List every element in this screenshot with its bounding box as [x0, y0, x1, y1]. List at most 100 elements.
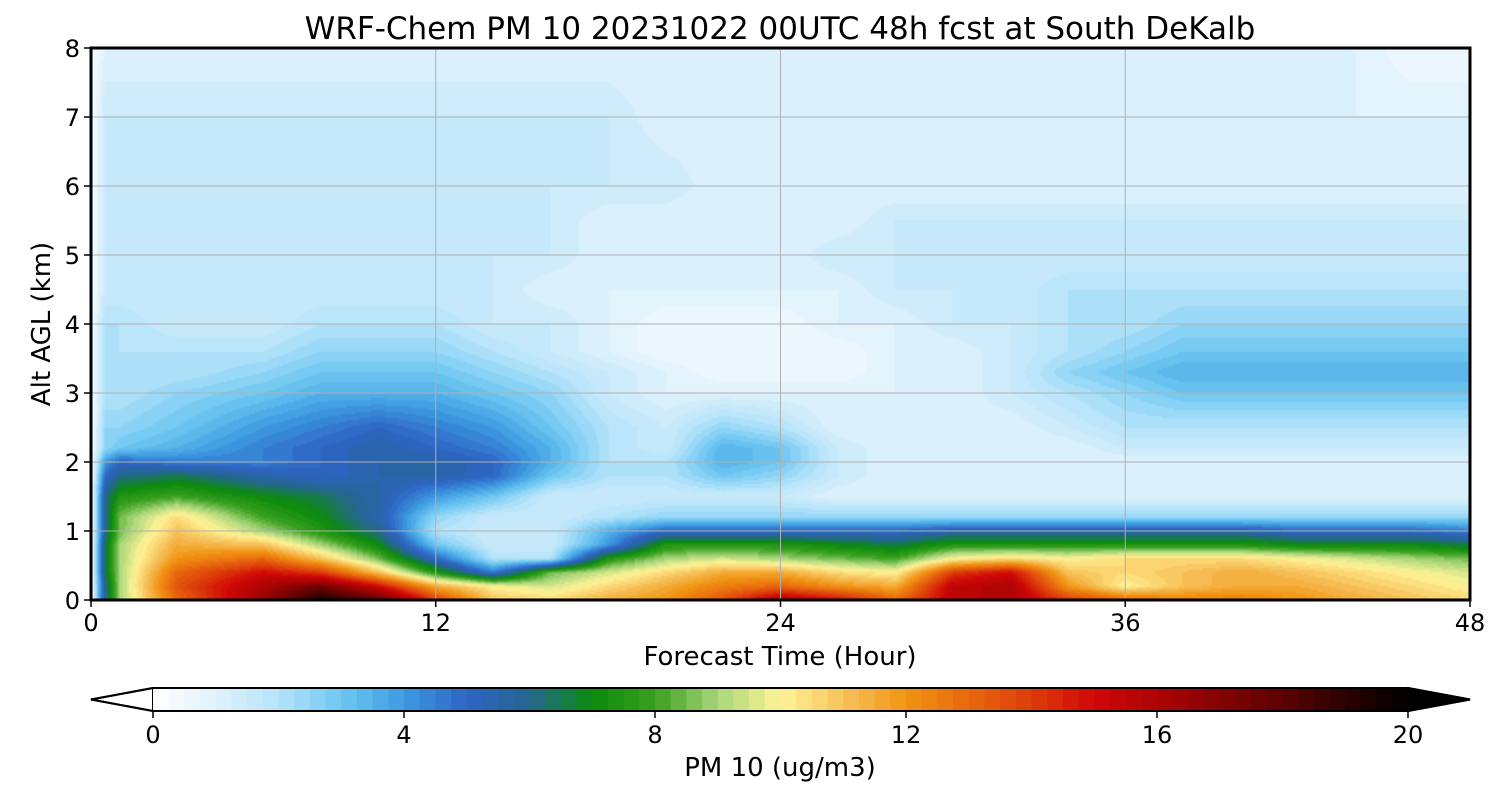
- y-axis: 0 1 2 3 4 5 6 7 8: [65, 35, 91, 615]
- y-tick-label: 1: [65, 518, 80, 546]
- colorbar-step: [1392, 688, 1409, 711]
- colorbar-step: [372, 688, 389, 711]
- colorbar-step: [513, 688, 531, 711]
- colorbar-tick-label: 4: [396, 721, 411, 749]
- colorbar-step: [1157, 688, 1174, 711]
- colorbar-step: [655, 688, 672, 711]
- y-tick-label: 6: [65, 173, 80, 201]
- x-tick-label: 0: [83, 609, 98, 637]
- colorbar-step: [717, 688, 735, 711]
- colorbar-step: [262, 688, 280, 711]
- colorbar-under-arrow: [90, 686, 154, 713]
- colorbar-step: [576, 688, 593, 711]
- colorbar-step: [749, 688, 766, 711]
- colorbar-step: [1298, 688, 1315, 711]
- colorbar-step: [1313, 688, 1331, 711]
- colorbar-step: [1015, 688, 1033, 711]
- colorbar-tick-label: 16: [1142, 721, 1173, 749]
- colorbar-step: [247, 688, 264, 711]
- colorbar-step: [168, 688, 185, 711]
- colorbar-step: [498, 688, 515, 711]
- colorbar-step: [874, 688, 891, 711]
- colorbar-step: [1219, 688, 1237, 711]
- colorbar-step: [482, 688, 499, 711]
- colorbar-step: [1266, 688, 1284, 711]
- colorbar-step: [1329, 688, 1346, 711]
- colorbar-step: [1251, 688, 1268, 711]
- colorbar-step: [1031, 688, 1048, 711]
- colorbar-over-arrow: [1407, 686, 1471, 713]
- x-axis: 0 12 24 36 48: [83, 600, 1485, 637]
- colorbar-tick-label: 12: [891, 721, 922, 749]
- colorbar-step: [325, 688, 342, 711]
- colorbar-tick-label: 0: [145, 721, 160, 749]
- colorbar-step: [1062, 688, 1080, 711]
- colorbar-step: [1345, 688, 1362, 711]
- colorbar-step: [984, 688, 1001, 711]
- colorbar-step: [231, 688, 248, 711]
- colorbar-step: [733, 688, 750, 711]
- colorbar-step: [341, 688, 358, 711]
- colorbar-step: [670, 688, 687, 711]
- colorbar-step: [921, 688, 938, 711]
- y-tick-label: 5: [65, 242, 80, 270]
- colorbar-step: [356, 688, 374, 711]
- colorbar-step: [1000, 688, 1017, 711]
- colorbar-step: [811, 688, 829, 711]
- colorbar-step: [545, 688, 562, 711]
- colorbar-step: [1125, 688, 1142, 711]
- colorbar-label: PM 10 (ug/m3): [684, 753, 876, 783]
- colorbar-step: [435, 688, 452, 711]
- colorbar-step: [639, 688, 656, 711]
- colorbar-step: [764, 688, 782, 711]
- colorbar-step: [702, 688, 719, 711]
- colorbar-step: [890, 688, 907, 711]
- colorbar-step: [592, 688, 609, 711]
- colorbar-step: [1376, 688, 1393, 711]
- y-tick-label: 2: [65, 449, 80, 477]
- colorbar-step: [1188, 688, 1205, 711]
- chart-title: WRF-Chem PM 10 20231022 00UTC 48h fcst a…: [305, 11, 1256, 47]
- colorbar-step: [1282, 688, 1299, 711]
- colorbar-step: [278, 688, 295, 711]
- colorbar-step: [419, 688, 436, 711]
- plot-area: [89, 46, 1472, 602]
- x-tick-label: 24: [765, 609, 796, 637]
- y-axis-label: Alt AGL (km): [27, 242, 57, 406]
- colorbar: 0 4 8 12 16 20 PM 10 (ug/m3): [90, 686, 1471, 783]
- colorbar-step: [1047, 688, 1064, 711]
- colorbar-step: [858, 688, 876, 711]
- colorbar-step: [1360, 688, 1378, 711]
- colorbar-ticks: 0 4 8 12 16 20: [145, 711, 1423, 749]
- colorbar-step: [906, 688, 923, 711]
- colorbar-step: [796, 688, 813, 711]
- x-tick-label: 48: [1455, 609, 1486, 637]
- colorbar-step: [623, 688, 640, 711]
- y-tick-label: 8: [65, 35, 80, 63]
- colorbar-step: [388, 688, 405, 711]
- colorbar-step: [153, 688, 170, 711]
- colorbar-step: [843, 688, 860, 711]
- colorbar-step: [953, 688, 970, 711]
- colorbar-step: [780, 688, 797, 711]
- x-axis-label: Forecast Time (Hour): [643, 642, 916, 672]
- colorbar-step: [827, 688, 844, 711]
- colorbar-step: [1235, 688, 1252, 711]
- colorbar-step: [1078, 688, 1095, 711]
- colorbar-step: [560, 688, 578, 711]
- colorbar-step: [294, 688, 311, 711]
- colorbar-step: [937, 688, 954, 711]
- y-tick-label: 0: [65, 587, 80, 615]
- colorbar-tick-label: 8: [647, 721, 662, 749]
- colorbar-step: [1204, 688, 1221, 711]
- colorbar-step: [200, 688, 217, 711]
- colorbar-step: [1109, 688, 1127, 711]
- colorbar-step: [1094, 688, 1111, 711]
- colorbar-step: [215, 688, 233, 711]
- colorbar-step: [466, 688, 484, 711]
- colorbar-step: [529, 688, 546, 711]
- x-tick-label: 12: [420, 609, 451, 637]
- colorbar-step: [184, 688, 201, 711]
- colorbar-step: [686, 688, 703, 711]
